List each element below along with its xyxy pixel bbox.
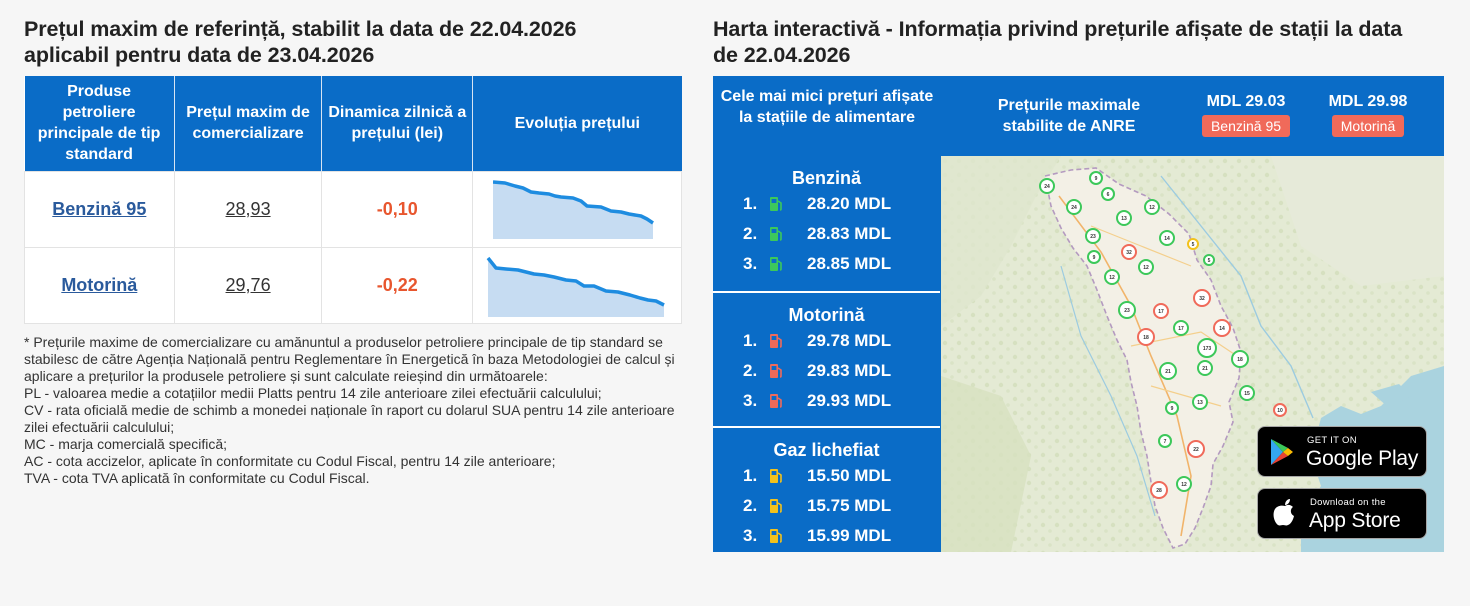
- interactive-map-title: Harta interactivă - Informația privind p…: [713, 17, 1403, 67]
- reference-price-title: Prețul maxim de referință, stabilit la d…: [24, 17, 577, 67]
- price-sparkline-benzina-95: [493, 180, 655, 239]
- station-prices-panel: Cele mai mici prețuri afișate la stațiil…: [713, 76, 1444, 552]
- anre-max-value: MDL 29.03: [1206, 93, 1286, 110]
- map-marker-label: 12: [1143, 265, 1149, 271]
- map-marker-label: 15: [1244, 391, 1250, 397]
- map-marker-label: 23: [1124, 308, 1130, 314]
- lowest-prices-title: Cele mai mici prețuri afișate la stațiil…: [720, 88, 934, 126]
- price-sparkline-motorina: [486, 256, 665, 317]
- reference-price-section: Prețul maxim de referință, stabilit la d…: [24, 16, 682, 487]
- station-markers: 24 9 6 24 13 12 14 23 32 5 9 12 12 32 5 …: [1039, 171, 1287, 499]
- map-marker-label: 21: [1202, 366, 1208, 372]
- list-item[interactable]: 3. 15.99 MDL: [743, 526, 892, 545]
- stations-map[interactable]: 24 9 6 24 13 12 14 23 32 5 9 12 12 32 5 …: [941, 156, 1444, 552]
- daily-change-benzina-95: -0,10: [376, 198, 418, 219]
- map-marker-label: 32: [1126, 250, 1132, 256]
- map-marker-label: 14: [1164, 236, 1170, 242]
- map-marker-label: 24: [1071, 205, 1077, 211]
- fuel-badge: Motorină: [1331, 115, 1405, 137]
- map-marker-label: 21: [1165, 369, 1171, 375]
- note-pl: PL - valoarea medie a cotațiilor medii P…: [24, 384, 602, 401]
- anre-max-benzina: MDL 29.03 Benzină 95: [1191, 92, 1301, 137]
- fuel-pump-icon: [770, 499, 782, 513]
- map-marker-label: 17: [1158, 309, 1164, 315]
- note-cv: CV - rata oficială medie de schimb a mon…: [24, 401, 675, 435]
- map-marker-label: 13: [1197, 400, 1203, 406]
- fuel-pump-icon: [770, 394, 782, 408]
- anre-max-motorina: MDL 29.98 Motorină: [1313, 92, 1423, 137]
- fuel-group-motorina: Motorină 1. 29.78 MDL 2. 29.83 MDL 3. 29…: [713, 291, 940, 427]
- map-marker-label: 17: [1178, 326, 1184, 332]
- list-item[interactable]: 1. 29.78 MDL: [743, 331, 892, 350]
- map-marker-label: 9: [1093, 255, 1096, 261]
- header-max-price: Prețul maxim de comercializare: [174, 76, 323, 171]
- panel-header: Cele mai mici prețuri afișate la stațiil…: [713, 76, 1444, 156]
- note-intro: * Prețurile maxime de comercializare cu …: [24, 333, 675, 384]
- max-price-motorina[interactable]: 29,76: [225, 274, 271, 295]
- apple-icon: [1273, 499, 1294, 526]
- list-item[interactable]: 2. 15.75 MDL: [743, 496, 892, 515]
- table-row: Benzină 95 28,93 -0,10: [24, 170, 682, 248]
- methodology-notes: * Prețurile maxime de comercializare cu …: [24, 334, 684, 487]
- map-marker-label: 32: [1199, 296, 1205, 302]
- app-store-button[interactable]: Download on the App Store: [1257, 488, 1427, 539]
- fuel-group-gaz-lichefiat: Gaz lichefiat 1. 15.50 MDL 2. 15.75 MDL …: [713, 426, 940, 552]
- map-marker-label: 6: [1107, 192, 1110, 198]
- map-marker-label: 9: [1095, 176, 1098, 182]
- map-marker-label: 18: [1237, 357, 1243, 363]
- list-item[interactable]: 1. 15.50 MDL: [743, 466, 892, 485]
- fuel-badge: Benzină 95: [1201, 115, 1291, 137]
- fuel-pump-icon: [770, 364, 782, 378]
- map-marker-label: 173: [1203, 346, 1212, 352]
- list-item[interactable]: 3. 28.85 MDL: [743, 254, 892, 273]
- interactive-map-section: Harta interactivă - Informația privind p…: [713, 16, 1444, 552]
- map-marker-label: 5: [1192, 242, 1195, 248]
- map-marker-label: 22: [1193, 447, 1199, 453]
- note-ac: AC - cota accizelor, aplicate în conform…: [24, 452, 556, 469]
- fuel-group-title: Benzină: [791, 168, 861, 188]
- note-mc: MC - marja comercială specifică;: [24, 435, 228, 452]
- header-product: Produse petroliere principale de tip sta…: [24, 76, 175, 171]
- fuel-pump-icon: [770, 469, 782, 483]
- product-link-benzina-95[interactable]: Benzină 95: [52, 198, 147, 219]
- fuel-pump-icon: [770, 197, 782, 211]
- google-play-icon: [1271, 439, 1293, 465]
- table-row: Motorină 29,76 -0,22: [24, 246, 682, 324]
- map-marker-label: 7: [1164, 439, 1167, 445]
- map-marker-label: 12: [1149, 205, 1155, 211]
- max-price-benzina-95[interactable]: 28,93: [225, 198, 271, 219]
- note-tva: TVA - cota TVA aplicată în conformitate …: [24, 469, 370, 486]
- header-price-evolution: Evoluția prețului: [472, 76, 682, 171]
- map-marker-label: 18: [1143, 335, 1149, 341]
- anre-max-prices-title: Prețurile maximale stabilite de ANRE: [997, 97, 1141, 135]
- list-item[interactable]: 2. 29.83 MDL: [743, 361, 892, 380]
- map-marker-label: 12: [1109, 275, 1115, 281]
- fuel-pump-icon: [770, 529, 782, 543]
- map-marker-label: 14: [1219, 326, 1225, 332]
- list-item[interactable]: 1. 28.20 MDL: [743, 194, 892, 213]
- fuel-group-title: Gaz lichefiat: [773, 440, 880, 460]
- list-item[interactable]: 2. 28.83 MDL: [743, 224, 892, 243]
- map-marker-label: 12: [1181, 482, 1187, 488]
- fuel-pump-icon: [770, 227, 782, 241]
- fuel-pump-icon: [770, 257, 782, 271]
- map-marker-label: 24: [1044, 184, 1050, 190]
- list-item[interactable]: 3. 29.93 MDL: [743, 391, 892, 410]
- lowest-prices-list: Benzină 1. 28.20 MDL 2. 28.83 MDL 3. 28.…: [713, 156, 940, 552]
- map-marker-label: 13: [1121, 216, 1127, 222]
- fuel-group-title: Motorină: [788, 305, 865, 325]
- daily-change-motorina: -0,22: [376, 274, 418, 295]
- fuel-pump-icon: [770, 334, 782, 348]
- map-marker-label: 23: [1090, 234, 1096, 240]
- map-marker-label: 5: [1208, 258, 1211, 264]
- anre-max-value: MDL 29.98: [1328, 93, 1408, 110]
- reference-price-table: Produse petroliere principale de tip sta…: [24, 76, 682, 324]
- google-play-button[interactable]: GET IT ON Google Play: [1257, 426, 1427, 477]
- map-marker-label: 10: [1277, 408, 1283, 414]
- map-marker-label: 9: [1171, 406, 1174, 412]
- header-daily-change: Dinamica zilnică a prețului (lei): [321, 76, 474, 171]
- product-link-motorina[interactable]: Motorină: [61, 274, 138, 295]
- map-marker-label: 28: [1156, 488, 1162, 494]
- fuel-group-benzina: Benzină 1. 28.20 MDL 2. 28.83 MDL 3. 28.…: [713, 156, 940, 292]
